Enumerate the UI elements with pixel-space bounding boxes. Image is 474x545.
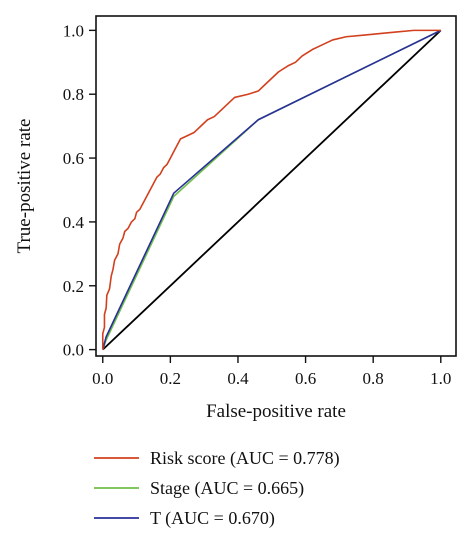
- legend-label-2: T (AUC = 0.670): [150, 508, 275, 529]
- y-tick-label: 0.8: [63, 85, 84, 104]
- y-tick-label: 0.2: [63, 277, 84, 296]
- y-axis: 0.0 0.2 0.4 0.6 0.8 1.0: [63, 21, 96, 360]
- reference-diagonal-line: [102, 29, 442, 351]
- y-tick-label: 1.0: [63, 21, 84, 40]
- y-tick-label: 0.4: [63, 213, 85, 232]
- x-tick-label: 0.6: [295, 369, 316, 388]
- x-tick-label: 1.0: [430, 369, 451, 388]
- plot-area: [101, 29, 442, 351]
- x-tick-label: 0.4: [227, 369, 249, 388]
- y-tick-label: 0.0: [63, 341, 84, 360]
- series-line-0: [101, 29, 441, 350]
- legend-label-0: Risk score (AUC = 0.778): [150, 448, 340, 469]
- x-axis-title: False-positive rate: [206, 401, 346, 422]
- plot-frame: [95, 15, 457, 357]
- legend-label-1: Stage (AUC = 0.665): [150, 478, 304, 499]
- y-axis-title: True-positive rate: [14, 119, 35, 254]
- x-tick-label: 0.2: [160, 369, 181, 388]
- series-line-2: [101, 29, 442, 350]
- y-tick-label: 0.6: [63, 149, 84, 168]
- x-tick-label: 0.8: [363, 369, 384, 388]
- x-tick-label: 0.0: [92, 369, 113, 388]
- x-axis: 0.0 0.2 0.4 0.6 0.8 1.0: [92, 356, 451, 388]
- legend: Risk score (AUC = 0.778) Stage (AUC = 0.6…: [94, 448, 340, 529]
